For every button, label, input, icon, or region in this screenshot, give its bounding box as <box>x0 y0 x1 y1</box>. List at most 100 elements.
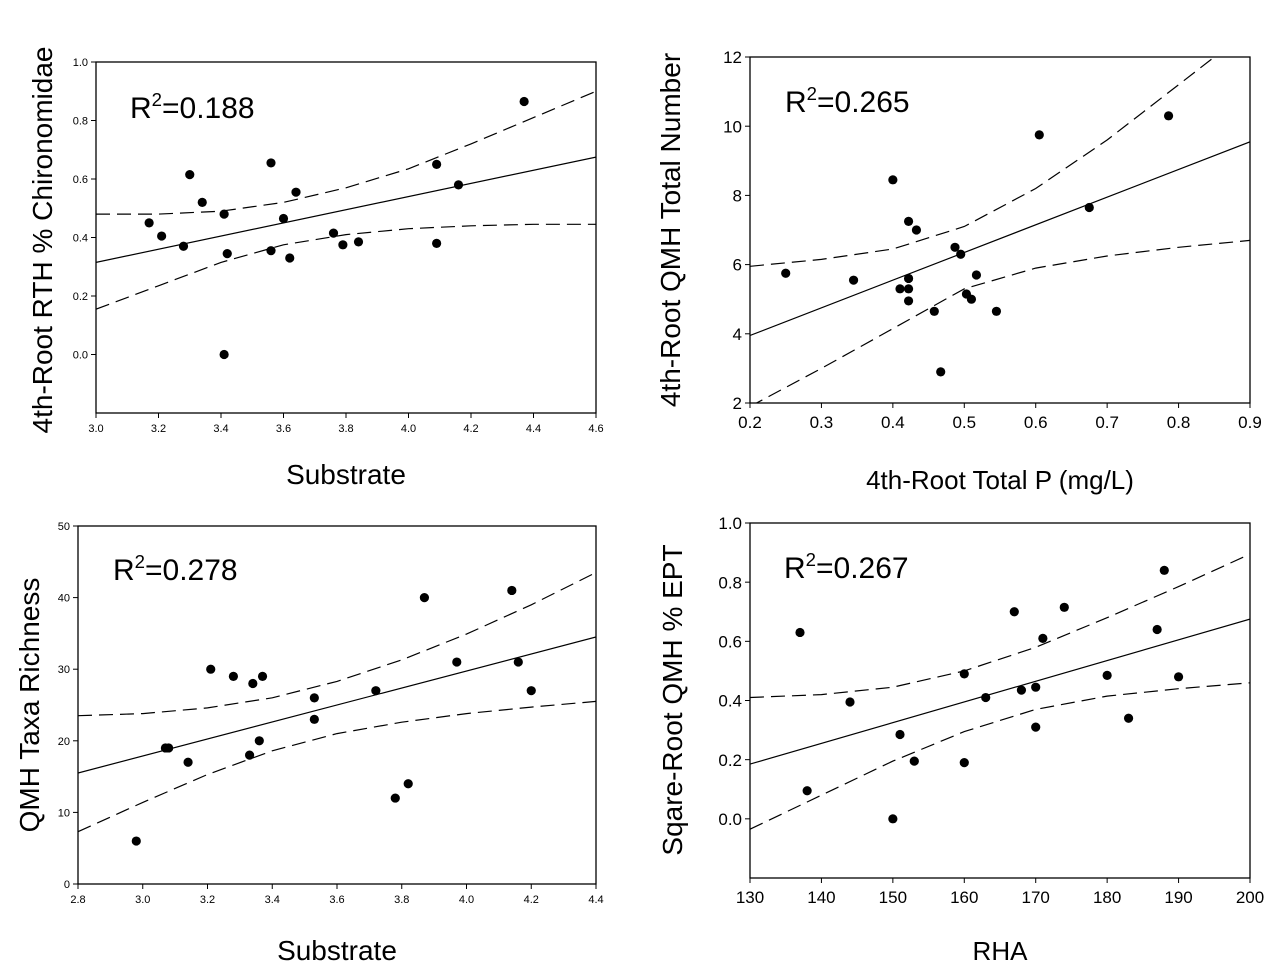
x-tick-label: 160 <box>950 888 978 907</box>
y-tick-label: 50 <box>58 521 70 533</box>
panel-chironomidae-vs-substrate: 3.0 3.2 3.4 3.6 3.8 4.0 4.2 4.4 4.6 0.0 0.2 0.4 0.6 0… <box>27 47 604 490</box>
data-point <box>956 249 966 259</box>
data-point <box>1102 670 1112 680</box>
regression-lines <box>78 571 596 833</box>
y-tick-label: 2 <box>733 394 742 413</box>
x-tick-label: 0.4 <box>881 413 905 432</box>
data-point <box>144 218 154 228</box>
data-point <box>911 225 922 235</box>
data-point <box>206 664 216 674</box>
x-tick-label: 3.4 <box>213 423 228 435</box>
data-point <box>795 627 805 638</box>
y-tick-label: 12 <box>723 48 742 67</box>
r-squared-annotation: R2=0.267 <box>784 549 909 585</box>
data-point <box>1038 633 1048 643</box>
y-tick-label: 1.0 <box>73 57 88 69</box>
x-tick-label: 3.0 <box>88 423 103 435</box>
x-tick-label: 150 <box>879 888 907 907</box>
data-point <box>222 248 232 259</box>
y-axis-label: 4th-Root QMH Total Number <box>655 53 686 407</box>
data-point <box>895 284 905 294</box>
data-point <box>353 237 364 247</box>
data-point <box>909 756 919 766</box>
data-point <box>197 197 207 207</box>
data-point <box>338 240 348 250</box>
data-point <box>285 253 295 263</box>
data-point <box>1084 202 1094 213</box>
confidence-upper-line <box>750 57 1215 267</box>
x-tick-label: 4.6 <box>588 423 603 435</box>
y-tick-label: 10 <box>58 807 70 819</box>
confidence-lower-line <box>750 682 1250 830</box>
x-tick-label: 3.0 <box>135 894 150 906</box>
x-axis-label: RHA <box>973 936 1029 966</box>
confidence-upper-line <box>96 90 596 215</box>
data-point <box>959 758 969 768</box>
y-tick-label: 0.8 <box>73 115 88 127</box>
y-tick-label: 8 <box>733 187 742 206</box>
x-tick-label: 3.8 <box>394 894 409 906</box>
y-tick-label: 1.0 <box>718 514 742 533</box>
data-point <box>781 268 791 278</box>
x-tick-label: 0.3 <box>810 413 834 432</box>
confidence-lower-line <box>755 239 1250 403</box>
data-point <box>157 231 167 241</box>
x-tick-label: 180 <box>1093 888 1121 907</box>
data-point <box>403 779 413 789</box>
data-point <box>131 836 141 846</box>
data-point <box>895 729 905 740</box>
x-tick-label: 200 <box>1236 888 1264 907</box>
y-tick-label: 10 <box>723 117 742 136</box>
data-point <box>507 585 517 596</box>
data-point <box>519 96 529 107</box>
y-axis-label: 4th-Root RTH % Chironomidae <box>27 47 58 434</box>
data-point <box>291 187 301 197</box>
regression-line <box>78 636 596 774</box>
data-point <box>802 786 812 796</box>
data-point <box>1034 130 1044 140</box>
y-tick-label: 0.2 <box>73 291 88 303</box>
data-point <box>266 246 276 256</box>
data-point <box>1152 624 1162 635</box>
x-tick-label: 0.6 <box>1024 413 1048 432</box>
data-point <box>1031 682 1041 692</box>
x-tick-label: 3.8 <box>338 423 353 435</box>
y-tick-label: 40 <box>58 593 70 605</box>
x-tick-label: 4.4 <box>588 894 603 906</box>
panel-total-number-vs-total-p: 0.2 0.3 0.4 0.5 0.6 0.7 0.8 0.9 2 4 6 8 10 12 4th-Root… <box>655 48 1262 495</box>
y-tick-label: 0.6 <box>718 632 742 651</box>
data-point <box>219 349 229 360</box>
data-point <box>929 306 939 316</box>
x-tick-label: 4.4 <box>526 423 541 435</box>
x-tick-label: 3.6 <box>329 894 344 906</box>
x-tick-label: 0.7 <box>1095 413 1119 432</box>
y-axis-label: QMH Taxa Richness <box>14 578 45 833</box>
y-tick-label: 4 <box>733 325 742 344</box>
r-squared-annotation: R2=0.278 <box>113 551 238 587</box>
data-point <box>903 296 914 306</box>
data-point <box>432 159 442 169</box>
data-point <box>903 284 914 294</box>
regression-line <box>750 141 1250 337</box>
data-point <box>453 180 464 190</box>
r-squared-annotation: R2=0.188 <box>130 89 255 125</box>
data-point <box>248 678 258 689</box>
data-point <box>1016 685 1027 695</box>
data-point <box>981 692 991 703</box>
data-point <box>903 273 914 284</box>
data-point <box>903 216 914 226</box>
data-point <box>178 241 189 251</box>
confidence-lower-line <box>96 223 596 310</box>
data-point <box>950 242 960 252</box>
data-point <box>278 213 289 224</box>
x-tick-label: 170 <box>1022 888 1050 907</box>
regression-lines <box>750 553 1250 830</box>
data-point <box>257 671 268 681</box>
data-point <box>219 209 229 219</box>
data-point <box>309 693 319 703</box>
data-point <box>1009 607 1019 617</box>
x-tick-label: 4.0 <box>401 423 416 435</box>
y-tick-label: 0.0 <box>73 349 88 361</box>
data-point <box>432 238 442 248</box>
